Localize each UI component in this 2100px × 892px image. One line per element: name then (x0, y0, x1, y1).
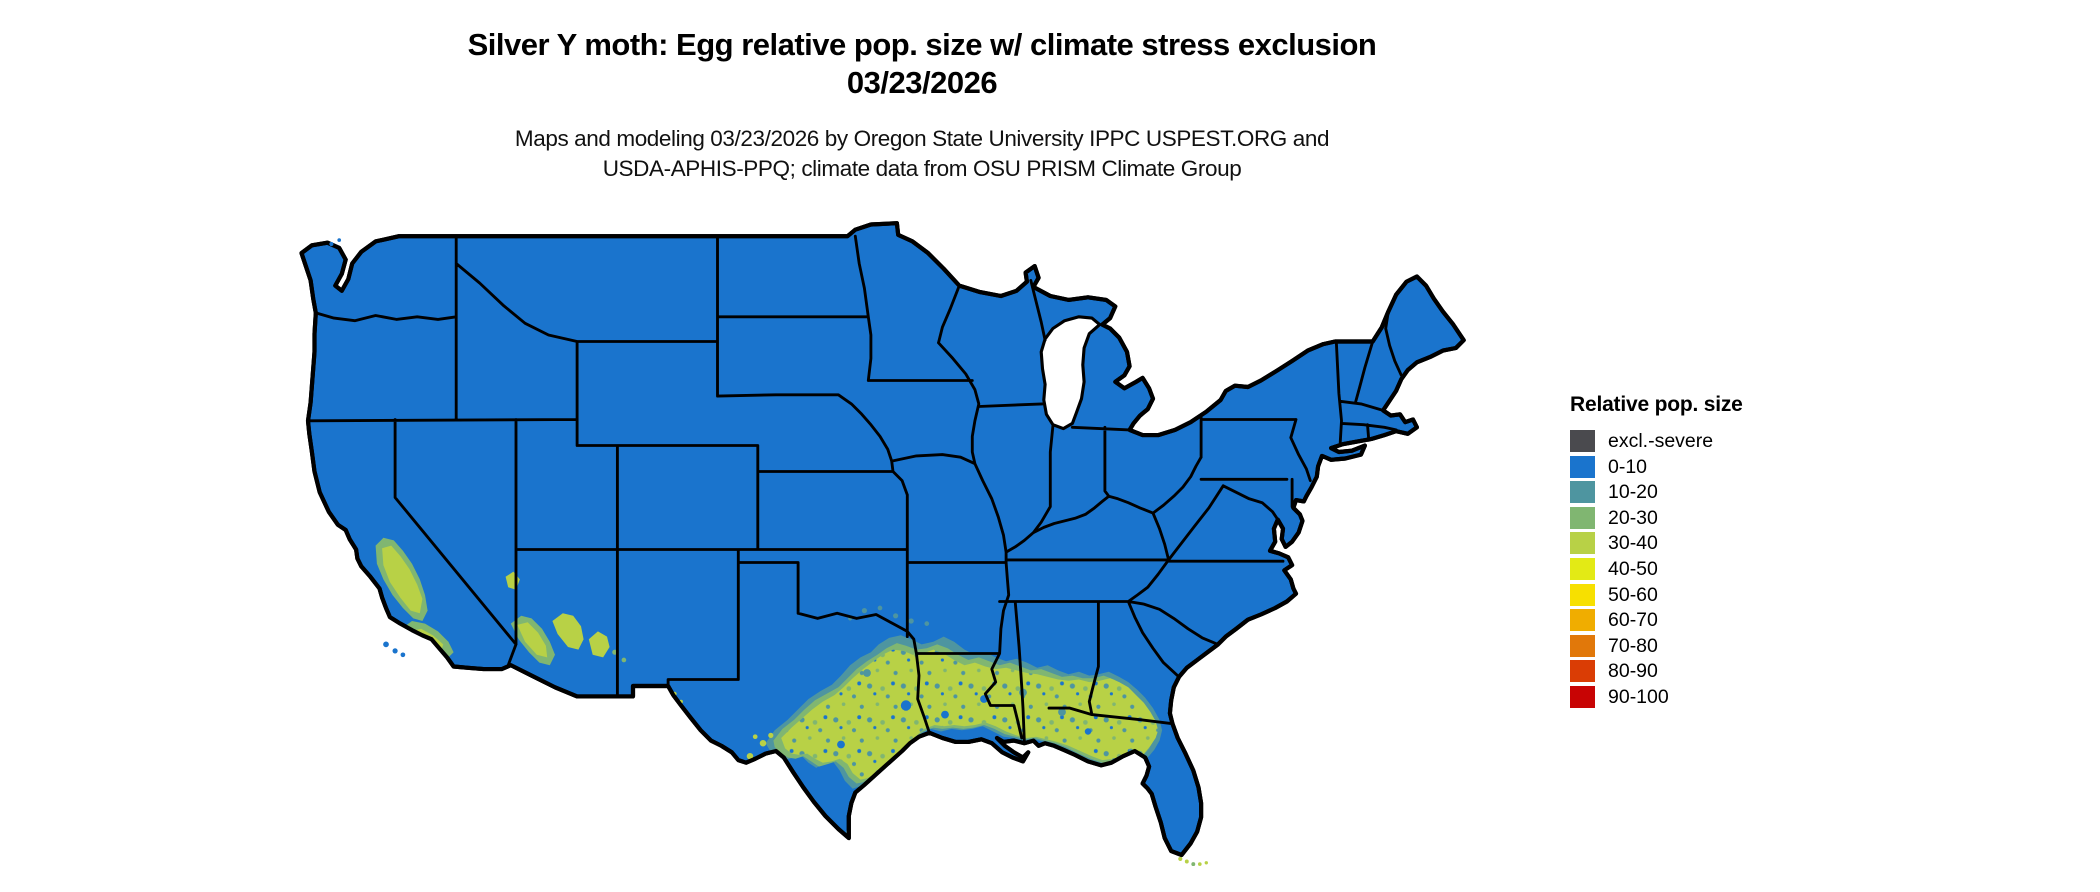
legend-label: 70-80 (1608, 634, 1658, 657)
legend-swatch (1570, 557, 1595, 580)
legend-label: 30-40 (1608, 532, 1658, 555)
legend-label: 90-100 (1608, 685, 1669, 708)
legend-item: 50-60 (1570, 583, 1810, 606)
legend-item: 30-40 (1570, 532, 1810, 555)
legend-label: 50-60 (1608, 583, 1658, 606)
legend-title: Relative pop. size (1570, 393, 1743, 416)
legend-item: 60-70 (1570, 609, 1810, 632)
offshore-islands (329, 238, 406, 658)
legend-swatch (1570, 506, 1595, 529)
legend-swatch (1570, 455, 1595, 478)
legend-swatch (1570, 660, 1595, 683)
map-title-date: 03/23/2026 (846, 65, 998, 100)
legend-label: 80-90 (1608, 660, 1658, 683)
legend-swatch (1570, 430, 1595, 452)
legend-label: 40-50 (1608, 557, 1658, 580)
legend-label: 60-70 (1608, 609, 1658, 632)
legend-item: 0-10 (1570, 455, 1810, 478)
legend-swatch (1570, 609, 1595, 632)
attribution-block: Maps and modeling 03/23/2026 by Oregon S… (0, 124, 1844, 184)
legend-label: excl.-severe (1608, 430, 1714, 452)
legend-rows: excl.-severe 0-10 10-20 20-30 30-40 40-50 50-6… (1570, 430, 1810, 708)
arizona-patches (505, 571, 683, 704)
legend-item: 10-20 (1570, 481, 1810, 504)
legend-swatch (1570, 583, 1595, 606)
legend-item: 40-50 (1570, 557, 1810, 580)
legend-item: 70-80 (1570, 634, 1810, 657)
legend-item: 20-30 (1570, 506, 1810, 529)
legend: Relative pop. size excl.-severe 0-10 10-20… (1570, 393, 1810, 712)
us-map (256, 205, 1504, 892)
legend-swatch (1570, 532, 1595, 555)
legend-item: 90-100 (1570, 685, 1810, 708)
attribution-line-1: Maps and modeling 03/23/2026 by Oregon S… (514, 126, 1330, 151)
florida-keys-specks (1178, 856, 1208, 867)
legend-swatch (1570, 685, 1595, 708)
map-title: Silver Y moth: Egg relative pop. size w/… (467, 27, 1377, 62)
lake-michigan (1039, 315, 1102, 431)
legend-label: 10-20 (1608, 481, 1658, 504)
legend-label: 0-10 (1608, 455, 1648, 478)
legend-item: 80-90 (1570, 660, 1810, 683)
us-map-svg (256, 205, 1504, 867)
population-band-overlays (314, 483, 1163, 834)
state-borders (306, 234, 1403, 743)
legend-label: 20-30 (1608, 506, 1658, 529)
band-speckle-texture (781, 649, 1159, 780)
title-block: Silver Y moth: Egg relative pop. size w/… (0, 26, 1844, 184)
attribution-line-2: USDA-APHIS-PPQ; climate data from OSU PR… (602, 156, 1242, 181)
legend-swatch (1570, 634, 1595, 657)
legend-swatch (1570, 481, 1595, 504)
legend-item: excl.-severe (1570, 430, 1810, 452)
